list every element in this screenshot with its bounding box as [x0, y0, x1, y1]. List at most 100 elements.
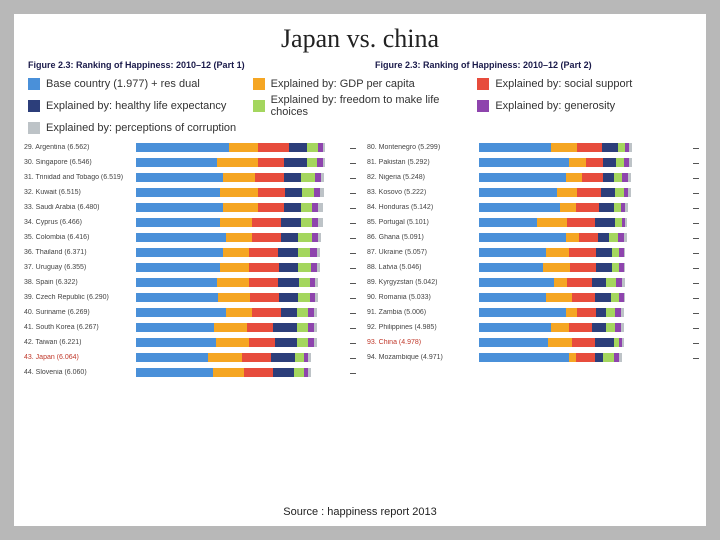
bar-segment: [136, 218, 220, 227]
bar-segment: [612, 263, 619, 272]
bar-segment: [298, 263, 311, 272]
bar-segment: [258, 203, 284, 212]
bar-segment: [223, 173, 255, 182]
bar-segment: [479, 353, 569, 362]
bar-segment: [301, 218, 313, 227]
bar-segment: [629, 143, 632, 152]
bar-segment: [612, 248, 619, 257]
bar-segment: [249, 278, 278, 287]
bar-segment: [586, 158, 603, 167]
slide-title: Japan vs. china: [14, 14, 706, 60]
legend-item: Base country (1.977) + res dual: [28, 78, 243, 90]
bar-segment: [577, 143, 602, 152]
legend-swatch: [477, 100, 489, 112]
bar-segment: [569, 323, 592, 332]
chart-right: 80. Montenegro (5.299)81. Pakistan (5.29…: [367, 140, 696, 380]
bar-segment: [220, 218, 252, 227]
figure-titles-row: Figure 2.3: Ranking of Happiness: 2010–1…: [14, 60, 706, 70]
bar-segment: [136, 203, 223, 212]
country-row: 81. Pakistan (5.292): [367, 155, 696, 170]
bar-segment: [284, 173, 301, 182]
bar-segment: [606, 323, 615, 332]
bar-segment: [611, 293, 620, 302]
bar-segment: [601, 188, 615, 197]
legend-label: Explained by: GDP per capita: [271, 78, 415, 90]
bar-segment: [479, 293, 546, 302]
bar-segment: [598, 233, 610, 242]
bar-segment: [281, 218, 301, 227]
legend-item: Explained by: freedom to make life choic…: [253, 94, 468, 118]
bar-segment: [317, 263, 320, 272]
bar-segment: [599, 203, 613, 212]
bar-segment: [275, 338, 297, 347]
bar-segment: [560, 203, 576, 212]
legend-item: Explained by: healthy life expectancy: [28, 94, 243, 118]
legend-swatch: [28, 100, 40, 112]
bar-segment: [136, 293, 218, 302]
country-label: 83. Kosovo (5.222): [367, 189, 479, 196]
country-label: 36. Thailand (6.371): [24, 249, 136, 256]
stacked-bar: [479, 293, 696, 302]
bar-segment: [479, 323, 551, 332]
bar-segment: [279, 263, 298, 272]
country-row: 44. Slovenia (6.060): [24, 365, 353, 380]
country-row: 85. Portugal (5.101): [367, 215, 696, 230]
bar-segment: [298, 248, 310, 257]
bar-segment: [595, 218, 615, 227]
bar-segment: [249, 248, 278, 257]
bar-segment: [567, 278, 592, 287]
bar-segment: [619, 353, 622, 362]
legend-label: Explained by: freedom to make life choic…: [271, 94, 468, 118]
bar-segment: [295, 353, 304, 362]
bar-segment: [307, 158, 317, 167]
bar-segment: [602, 143, 618, 152]
bar-segment: [479, 158, 569, 167]
country-label: 34. Cyprus (6.466): [24, 219, 136, 226]
country-label: 85. Portugal (5.101): [367, 219, 479, 226]
country-label: 89. Kyrgyzstan (5.042): [367, 279, 479, 286]
bar-segment: [603, 158, 616, 167]
country-row: 88. Latvia (5.046): [367, 260, 696, 275]
bar-segment: [321, 173, 324, 182]
bar-segment: [621, 308, 624, 317]
country-label: 32. Kuwait (6.515): [24, 189, 136, 196]
bar-segment: [554, 278, 567, 287]
legend-swatch: [28, 78, 40, 90]
bar-segment: [582, 173, 604, 182]
bar-segment: [285, 188, 302, 197]
country-row: 38. Spain (6.322): [24, 275, 353, 290]
bar-segment: [546, 248, 569, 257]
legend-label: Explained by: social support: [495, 78, 632, 90]
bar-segment: [614, 203, 621, 212]
bar-segment: [596, 263, 612, 272]
country-row: 35. Colombia (6.416): [24, 230, 353, 245]
country-label: 92. Philippines (4.985): [367, 324, 479, 331]
country-row: 30. Singapore (6.546): [24, 155, 353, 170]
bar-segment: [479, 248, 546, 257]
country-row: 29. Argentina (6.562): [24, 140, 353, 155]
country-label: 87. Ukraine (5.057): [367, 249, 479, 256]
bar-segment: [479, 188, 557, 197]
bar-segment: [229, 143, 258, 152]
bar-segment: [596, 308, 606, 317]
bar-segment: [318, 233, 321, 242]
country-label: 43. Japan (6.064): [24, 354, 136, 361]
bar-segment: [618, 143, 625, 152]
bar-segment: [244, 368, 273, 377]
figure-title-left: Figure 2.3: Ranking of Happiness: 2010–1…: [28, 60, 345, 70]
country-row: 91. Zambia (5.006): [367, 305, 696, 320]
bar-segment: [226, 308, 252, 317]
country-row: 83. Kosovo (5.222): [367, 185, 696, 200]
bar-segment: [258, 143, 290, 152]
bar-segment: [223, 248, 249, 257]
bar-segment: [576, 353, 595, 362]
bar-segment: [217, 278, 249, 287]
legend-swatch: [253, 78, 265, 90]
stacked-bar: [479, 278, 696, 287]
bar-segment: [136, 248, 223, 257]
bar-segment: [616, 158, 623, 167]
country-label: 93. China (4.978): [367, 339, 479, 346]
bar-segment: [298, 293, 310, 302]
country-row: 42. Taiwan (6.221): [24, 335, 353, 350]
bar-segment: [302, 188, 314, 197]
